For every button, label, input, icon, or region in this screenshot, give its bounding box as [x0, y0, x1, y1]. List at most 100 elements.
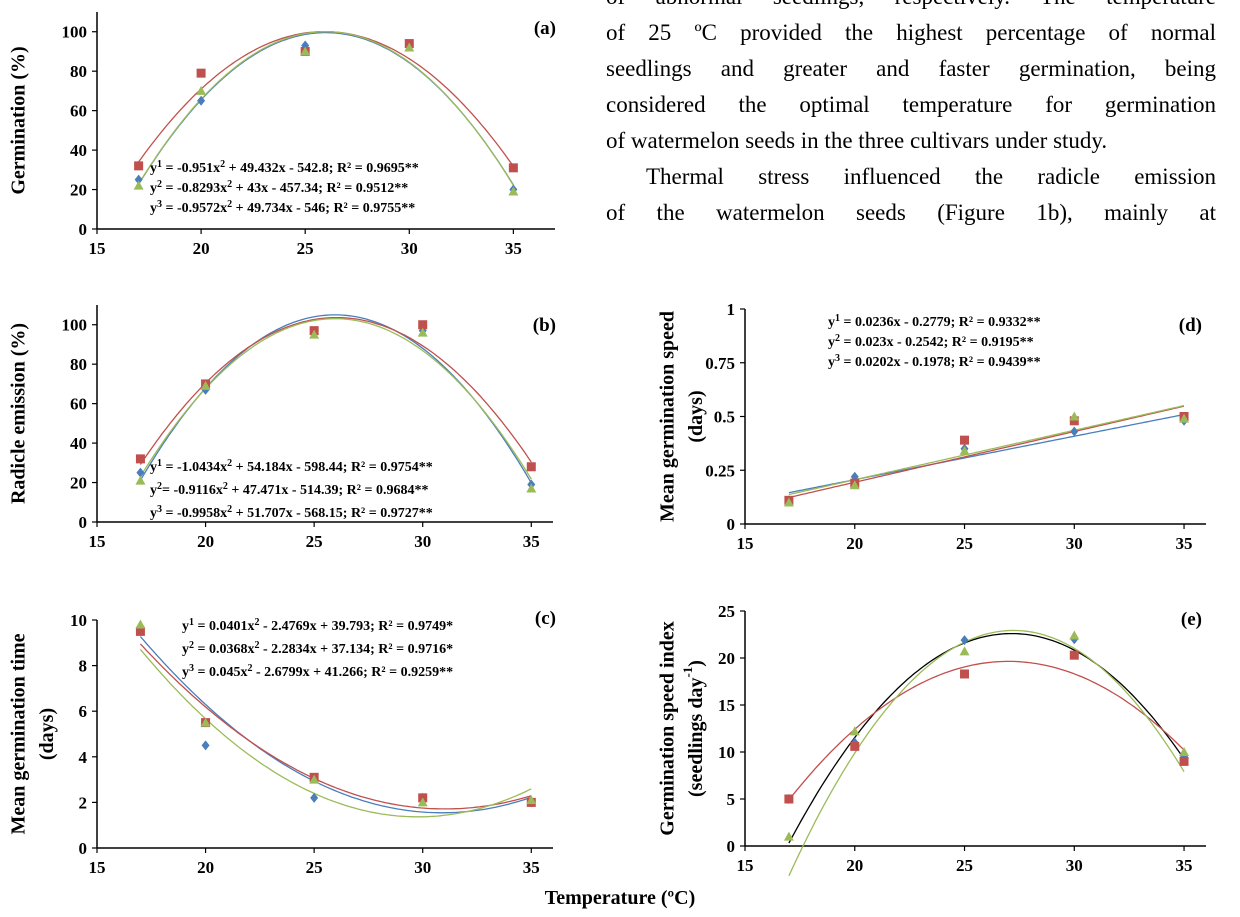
- chart-panel-e: 0 5 10 15 20 25 15 20 25 30 35 Germination speed in…: [657, 602, 1206, 877]
- data-point-series-3: [135, 475, 146, 485]
- data-point-series-3: [1179, 413, 1190, 423]
- y-tick-label: 80: [70, 62, 87, 81]
- data-point-series-1: [1070, 426, 1079, 437]
- x-tick-label: 30: [414, 532, 431, 551]
- y-tick-label: 0.5: [714, 408, 735, 427]
- x-tick-label: 35: [523, 532, 540, 551]
- data-point-series-3: [417, 797, 428, 807]
- data-point-series-2: [526, 462, 536, 472]
- y-tick-label: 20: [70, 181, 87, 200]
- y-tick-label: 6: [79, 702, 88, 721]
- x-tick-label: 25: [956, 534, 973, 553]
- data-point-series-3: [849, 726, 860, 736]
- text-line: of watermelon seeds in the three cultiva…: [606, 128, 1108, 153]
- panel-label: (a): [534, 18, 556, 39]
- data-point-series-3: [300, 46, 311, 56]
- y-axis-label: Radicle emission (%): [8, 323, 30, 504]
- data-point-series-3: [959, 445, 970, 455]
- panel-label: (b): [533, 315, 556, 336]
- regression-equation: y2= -0.9116x2 + 47.471x - 514.39; R² = 0…: [150, 481, 428, 499]
- y-tick-label: 60: [70, 395, 87, 414]
- data-point-series-2: [1179, 756, 1189, 766]
- x-tick-label: 30: [414, 858, 431, 877]
- panel-label: (e): [1181, 609, 1202, 630]
- data-point-series-3: [1179, 747, 1190, 756]
- y-axis-label-line2: (days): [36, 708, 58, 760]
- y-axis-label: Germination speed index: [657, 621, 679, 835]
- x-tick-label: 15: [89, 532, 106, 551]
- y-tick-label: 5: [727, 790, 736, 809]
- trend-line-series-1: [139, 314, 532, 484]
- text-line: of the watermelon seeds (Figure 1b), mai…: [606, 200, 1216, 225]
- y-axis-label: Germination (%): [8, 46, 30, 194]
- data-point-series-2: [784, 794, 794, 804]
- shared-x-axis-label: Temperature (ºC): [545, 887, 695, 909]
- x-tick-label: 35: [1176, 856, 1193, 875]
- x-tick-label: 25: [297, 239, 314, 258]
- x-tick-label: 20: [197, 858, 214, 877]
- x-tick-label: 30: [401, 239, 418, 258]
- panel-label: (d): [1179, 315, 1202, 336]
- text-line: Thermal stress influenced the radicle em…: [646, 164, 1216, 189]
- trend-line-series-2: [788, 405, 1185, 499]
- x-tick-label: 35: [523, 858, 540, 877]
- y-tick-label: 0.75: [705, 354, 735, 373]
- data-point-series-1: [960, 635, 969, 646]
- x-tick-label: 30: [1066, 856, 1083, 875]
- y-tick-label: 0: [79, 839, 88, 858]
- data-point-series-3: [783, 497, 794, 507]
- trend-line-series-1: [788, 632, 1185, 844]
- text-line: of abnormal seedlings, respectively. The…: [606, 0, 1216, 15]
- x-tick-label: 35: [505, 239, 522, 258]
- data-point-series-3: [508, 186, 519, 196]
- x-tick-label: 25: [956, 856, 973, 875]
- regression-equation: y3 = -0.9572x2 + 49.734x - 546; R² = 0.9…: [150, 199, 415, 217]
- x-tick-label: 25: [306, 858, 323, 877]
- y-tick-label: 8: [79, 657, 88, 676]
- panel-label: (c): [535, 608, 556, 629]
- y-tick-label: 0.25: [705, 461, 735, 480]
- chart-panel-c: 0 2 4 6 8 10 15 20 25 30 35 Mean germination time (d…: [8, 608, 556, 877]
- regression-equation: y3 = -0.9958x2 + 51.707x - 568.15; R² = …: [150, 504, 433, 522]
- y-axis-label-line2: (days): [685, 390, 707, 442]
- y-axis-label: Mean germination time: [8, 633, 30, 834]
- trend-line-series-2: [139, 316, 532, 465]
- data-point-series-2: [960, 669, 970, 679]
- data-point-series-3: [849, 480, 860, 490]
- regression-equation: y3 = 0.0202x - 0.1978; R² = 0.9439**: [828, 353, 1041, 371]
- data-point-series-3: [309, 329, 320, 339]
- chart-panel-a: 0 20 40 60 80 100 15 20 25 30 35 Germination (%) (a)…: [8, 12, 556, 258]
- regression-equation: y2 = -0.8293x2 + 43x - 457.34; R² = 0.95…: [150, 179, 408, 197]
- trend-line-series-2: [788, 660, 1185, 801]
- body-text: of abnormal seedlings, respectively. The…: [606, 0, 1216, 231]
- y-axis-label: Mean germination speed: [657, 311, 679, 522]
- y-tick-label: 20: [70, 474, 87, 493]
- y-tick-label: 2: [79, 793, 88, 812]
- data-point-series-2: [850, 741, 860, 751]
- chart-panel-d: 0 0.25 0.5 0.75 1 15 20 25 30 35 Mean germination …: [657, 300, 1206, 553]
- x-tick-label: 20: [846, 856, 863, 875]
- data-point-series-3: [404, 42, 415, 52]
- data-point-series-3: [133, 180, 144, 190]
- y-tick-label: 20: [718, 649, 735, 668]
- trend-line-series-3: [139, 318, 532, 480]
- data-point-series-3: [200, 380, 211, 390]
- x-tick-label: 15: [737, 534, 754, 553]
- y-tick-label: 0: [727, 515, 736, 534]
- data-point-series-3: [200, 717, 211, 727]
- data-point-series-3: [1069, 411, 1080, 421]
- x-tick-label: 15: [737, 856, 754, 875]
- data-point-series-2: [418, 320, 428, 330]
- regression-equation: y1 = 0.0236x - 0.2779; R² = 0.9332**: [828, 313, 1041, 331]
- regression-equation: y1 = -1.0434x2 + 54.184x - 598.44; R² = …: [150, 458, 433, 476]
- chart-panel-b: 0 20 40 60 80 100 15 20 25 30 35 Radicle emission (…: [8, 305, 556, 551]
- x-tick-label: 15: [89, 239, 106, 258]
- data-point-series-1: [136, 467, 145, 478]
- y-tick-label: 40: [70, 434, 87, 453]
- data-point-series-3: [135, 619, 146, 629]
- y-tick-label: 100: [62, 316, 88, 335]
- y-tick-label: 0: [727, 837, 736, 856]
- y-tick-label: 0: [79, 513, 88, 532]
- y-tick-label: 4: [79, 748, 88, 767]
- text-line: of 25 ºC provided the highest percentage…: [606, 20, 1216, 45]
